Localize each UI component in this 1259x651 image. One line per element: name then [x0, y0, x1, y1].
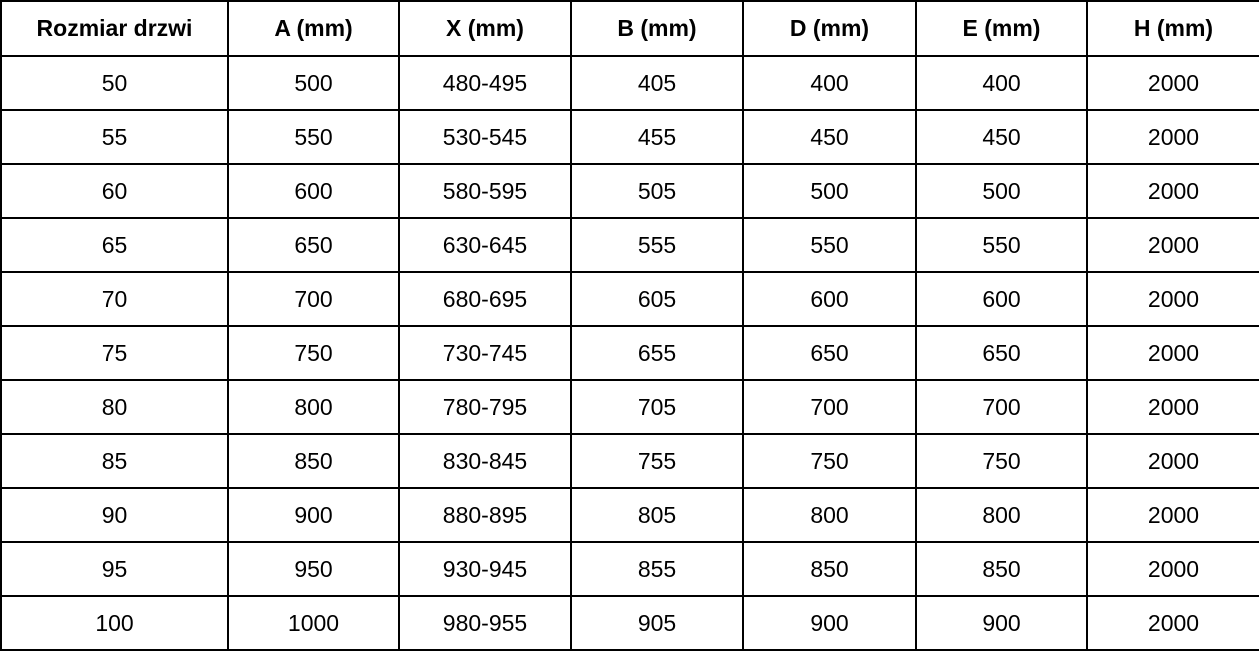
- cell-d: 450: [742, 109, 917, 165]
- cell-a: 900: [227, 487, 400, 543]
- table-row: 55 550 530-545 455 450 450 2000: [0, 109, 1259, 165]
- table-row: 70 700 680-695 605 600 600 2000: [0, 271, 1259, 327]
- cell-d: 850: [742, 541, 917, 597]
- cell-x: 830-845: [398, 433, 572, 489]
- column-header-e-mm: E (mm): [915, 0, 1088, 57]
- cell-d: 550: [742, 217, 917, 273]
- cell-h: 2000: [1086, 541, 1259, 597]
- cell-x: 630-645: [398, 217, 572, 273]
- cell-e: 600: [915, 271, 1088, 327]
- cell-e: 400: [915, 55, 1088, 111]
- cell-size: 100: [0, 595, 229, 651]
- cell-b: 755: [570, 433, 744, 489]
- cell-x: 930-945: [398, 541, 572, 597]
- table-row: 65 650 630-645 555 550 550 2000: [0, 217, 1259, 273]
- table-row: 100 1000 980-955 905 900 900 2000: [0, 595, 1259, 651]
- cell-e: 450: [915, 109, 1088, 165]
- cell-size: 85: [0, 433, 229, 489]
- cell-d: 400: [742, 55, 917, 111]
- table-row: 85 850 830-845 755 750 750 2000: [0, 433, 1259, 489]
- cell-h: 2000: [1086, 595, 1259, 651]
- cell-d: 750: [742, 433, 917, 489]
- cell-size: 55: [0, 109, 229, 165]
- cell-b: 855: [570, 541, 744, 597]
- cell-e: 800: [915, 487, 1088, 543]
- cell-size: 75: [0, 325, 229, 381]
- cell-x: 980-955: [398, 595, 572, 651]
- cell-a: 1000: [227, 595, 400, 651]
- cell-b: 805: [570, 487, 744, 543]
- cell-size: 80: [0, 379, 229, 435]
- cell-size: 95: [0, 541, 229, 597]
- cell-h: 2000: [1086, 163, 1259, 219]
- cell-x: 680-695: [398, 271, 572, 327]
- column-header-b-mm: B (mm): [570, 0, 744, 57]
- cell-h: 2000: [1086, 487, 1259, 543]
- column-header-h-mm: H (mm): [1086, 0, 1259, 57]
- cell-b: 605: [570, 271, 744, 327]
- cell-b: 655: [570, 325, 744, 381]
- cell-b: 455: [570, 109, 744, 165]
- cell-e: 550: [915, 217, 1088, 273]
- cell-x: 780-795: [398, 379, 572, 435]
- cell-e: 750: [915, 433, 1088, 489]
- cell-d: 650: [742, 325, 917, 381]
- cell-h: 2000: [1086, 325, 1259, 381]
- cell-a: 700: [227, 271, 400, 327]
- table-row: 80 800 780-795 705 700 700 2000: [0, 379, 1259, 435]
- table-row: 75 750 730-745 655 650 650 2000: [0, 325, 1259, 381]
- cell-d: 500: [742, 163, 917, 219]
- cell-a: 950: [227, 541, 400, 597]
- cell-a: 550: [227, 109, 400, 165]
- cell-b: 405: [570, 55, 744, 111]
- cell-d: 600: [742, 271, 917, 327]
- cell-h: 2000: [1086, 271, 1259, 327]
- cell-a: 650: [227, 217, 400, 273]
- cell-h: 2000: [1086, 379, 1259, 435]
- cell-b: 905: [570, 595, 744, 651]
- column-header-x-mm: X (mm): [398, 0, 572, 57]
- cell-h: 2000: [1086, 433, 1259, 489]
- cell-x: 580-595: [398, 163, 572, 219]
- cell-e: 500: [915, 163, 1088, 219]
- cell-size: 60: [0, 163, 229, 219]
- cell-a: 850: [227, 433, 400, 489]
- cell-a: 500: [227, 55, 400, 111]
- cell-size: 50: [0, 55, 229, 111]
- cell-h: 2000: [1086, 55, 1259, 111]
- cell-a: 800: [227, 379, 400, 435]
- cell-b: 555: [570, 217, 744, 273]
- column-header-rozmiar-drzwi: Rozmiar drzwi: [0, 0, 229, 57]
- table-row: 50 500 480-495 405 400 400 2000: [0, 55, 1259, 111]
- cell-size: 65: [0, 217, 229, 273]
- cell-d: 900: [742, 595, 917, 651]
- cell-x: 880-895: [398, 487, 572, 543]
- cell-d: 700: [742, 379, 917, 435]
- cell-h: 2000: [1086, 217, 1259, 273]
- cell-a: 600: [227, 163, 400, 219]
- cell-e: 900: [915, 595, 1088, 651]
- cell-size: 70: [0, 271, 229, 327]
- column-header-a-mm: A (mm): [227, 0, 400, 57]
- cell-x: 480-495: [398, 55, 572, 111]
- cell-size: 90: [0, 487, 229, 543]
- column-header-d-mm: D (mm): [742, 0, 917, 57]
- cell-e: 650: [915, 325, 1088, 381]
- cell-x: 730-745: [398, 325, 572, 381]
- cell-e: 850: [915, 541, 1088, 597]
- cell-e: 700: [915, 379, 1088, 435]
- table-row: 95 950 930-945 855 850 850 2000: [0, 541, 1259, 597]
- cell-h: 2000: [1086, 109, 1259, 165]
- cell-b: 505: [570, 163, 744, 219]
- table-row: 90 900 880-895 805 800 800 2000: [0, 487, 1259, 543]
- cell-b: 705: [570, 379, 744, 435]
- cell-a: 750: [227, 325, 400, 381]
- cell-d: 800: [742, 487, 917, 543]
- cell-x: 530-545: [398, 109, 572, 165]
- table-row: 60 600 580-595 505 500 500 2000: [0, 163, 1259, 219]
- header-row: Rozmiar drzwi A (mm) X (mm) B (mm) D (mm…: [0, 0, 1259, 57]
